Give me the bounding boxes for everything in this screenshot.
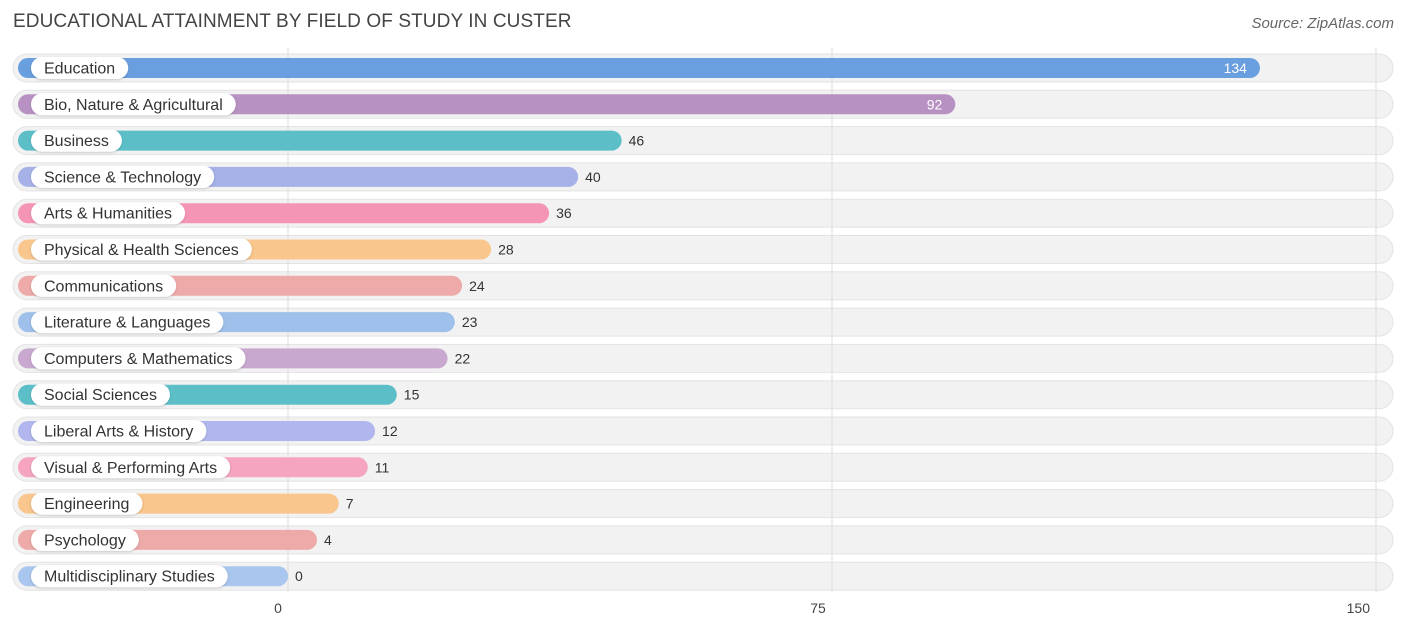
- category-label: Bio, Nature & Agricultural: [44, 97, 223, 114]
- value-label: 4: [324, 532, 332, 548]
- category-label: Visual & Performing Arts: [44, 460, 217, 477]
- category-label: Business: [44, 133, 109, 150]
- category-label: Computers & Mathematics: [44, 351, 233, 368]
- value-label: 46: [629, 133, 645, 149]
- value-label: 40: [585, 169, 601, 185]
- category-label-pill: [31, 93, 236, 116]
- row-track: [12, 489, 1394, 519]
- chart-title: EDUCATIONAL ATTAINMENT BY FIELD OF STUDY…: [13, 11, 572, 32]
- value-label: 0: [295, 568, 303, 584]
- category-label-pill: [31, 165, 215, 188]
- row-track: [12, 525, 1394, 555]
- category-label-pill: [31, 129, 122, 152]
- category-label: Communications: [44, 278, 163, 295]
- category-label-pill: [31, 492, 143, 515]
- category-label: Physical & Health Sciences: [44, 242, 239, 259]
- category-label-pill: [31, 347, 246, 370]
- value-label: 28: [498, 242, 514, 258]
- value-label: 15: [404, 387, 420, 403]
- bar: [18, 58, 1260, 78]
- category-label: Education: [44, 61, 115, 78]
- value-label: 24: [469, 278, 485, 294]
- chart-source: Source: ZipAtlas.com: [1251, 15, 1394, 32]
- category-label-pill: [31, 528, 139, 551]
- value-label: 134: [1224, 60, 1248, 76]
- category-label-pill: [31, 57, 129, 79]
- category-label-pill: [31, 565, 228, 588]
- category-label: Multidisciplinary Studies: [44, 569, 215, 586]
- bar: [18, 130, 622, 151]
- category-label: Engineering: [44, 496, 129, 513]
- category-label-pill: [31, 420, 207, 442]
- x-tick-label: 75: [810, 600, 826, 616]
- category-label: Literature & Languages: [44, 315, 210, 332]
- value-label: 22: [455, 350, 471, 366]
- category-label-pill: [31, 456, 231, 479]
- value-label: 7: [346, 496, 354, 512]
- value-label: 12: [382, 423, 398, 439]
- category-label-pill: [31, 238, 252, 261]
- category-label: Liberal Arts & History: [44, 424, 193, 441]
- category-label-pill: [31, 274, 177, 297]
- category-label: Psychology: [44, 532, 126, 549]
- category-label-pill: [31, 383, 170, 406]
- value-label: 36: [556, 205, 572, 221]
- category-label: Social Sciences: [44, 387, 157, 404]
- category-label-pill: [31, 311, 224, 334]
- category-label-pill: [31, 202, 186, 225]
- row-track: [12, 561, 1394, 591]
- x-tick-label: 0: [274, 600, 282, 616]
- value-label: 92: [927, 96, 943, 112]
- x-tick-label: 150: [1347, 600, 1371, 616]
- category-label: Science & Technology: [44, 169, 201, 186]
- value-label: 11: [375, 459, 390, 475]
- category-label: Arts & Humanities: [44, 206, 172, 223]
- bar: [18, 94, 956, 115]
- value-label: 23: [462, 314, 478, 330]
